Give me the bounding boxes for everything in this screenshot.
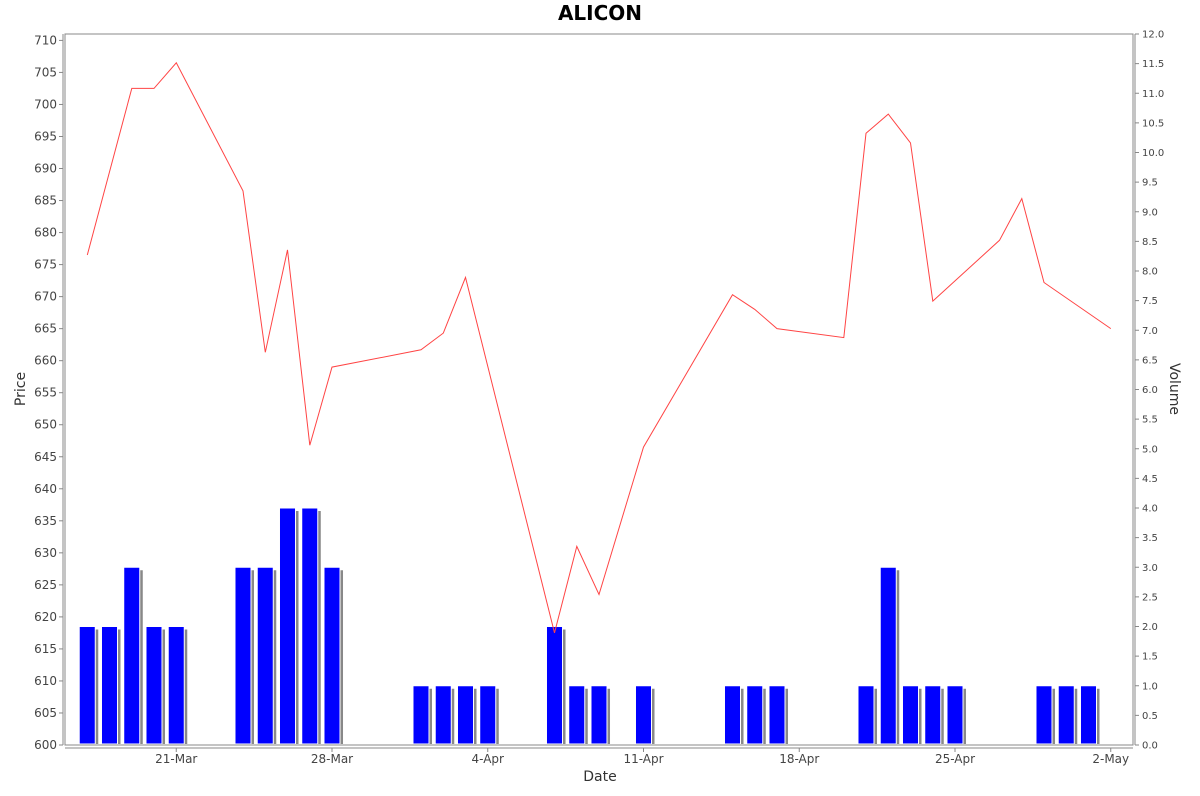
volume-tick-label: 10.0 bbox=[1142, 148, 1164, 159]
volume-tick-label: 3.0 bbox=[1142, 563, 1158, 574]
volume-tick-label: 2.0 bbox=[1142, 622, 1158, 633]
price-tick-label: 685 bbox=[34, 194, 57, 208]
y-axis-label: Price bbox=[13, 372, 29, 406]
volume-bar bbox=[857, 685, 875, 745]
price-line-group bbox=[86, 61, 1112, 634]
volume-tick-label: 6.0 bbox=[1142, 385, 1158, 396]
volume-tick-label: 0.5 bbox=[1142, 711, 1158, 722]
price-tick-label: 670 bbox=[34, 290, 57, 304]
price-tick-label: 640 bbox=[34, 482, 57, 496]
price-tick-label: 690 bbox=[34, 162, 57, 176]
volume-bar bbox=[568, 685, 586, 745]
date-tick-label: 21-Mar bbox=[155, 752, 197, 766]
volume-bar bbox=[256, 566, 274, 745]
volume-tick-label: 4.0 bbox=[1142, 504, 1158, 515]
volume-bar bbox=[323, 566, 341, 745]
volume-tick-label: 5.5 bbox=[1142, 415, 1158, 426]
date-tick-label: 25-Apr bbox=[935, 752, 975, 766]
price-tick-label: 700 bbox=[34, 97, 57, 111]
price-tick-label: 705 bbox=[34, 65, 57, 79]
price-axis: 600 605 610 615 620 625 630 635 640 645 650 655 660 6… bbox=[34, 33, 64, 752]
price-tick-label: 675 bbox=[34, 258, 57, 272]
price-tick-label: 605 bbox=[34, 706, 57, 720]
volume-tick-label: 8.5 bbox=[1142, 237, 1158, 248]
volume-tick-label: 7.0 bbox=[1142, 326, 1158, 337]
volume-bar bbox=[100, 626, 119, 745]
price-tick-label: 665 bbox=[34, 322, 57, 336]
volume-tick-label: 12.0 bbox=[1142, 30, 1164, 41]
volume-tick-label: 8.0 bbox=[1142, 267, 1158, 278]
volume-bar bbox=[1035, 685, 1053, 745]
volume-axis: 0.0 0.5 1.0 1.5 2.0 2.5 3.0 3.5 4.0 4.5 5.0 5.5 6.0 6… bbox=[1134, 30, 1164, 752]
volume-bar bbox=[1079, 685, 1098, 745]
volume-bar bbox=[924, 685, 942, 745]
volume-bar bbox=[768, 685, 786, 745]
volume-tick-label: 3.5 bbox=[1142, 533, 1158, 544]
price-tick-label: 680 bbox=[34, 226, 57, 240]
volume-tick-label: 0.0 bbox=[1142, 741, 1158, 752]
volume-bar bbox=[1057, 685, 1075, 745]
y2-axis-label: Volume bbox=[1166, 363, 1182, 415]
volume-tick-label: 1.0 bbox=[1142, 681, 1158, 692]
volume-tick-label: 11.0 bbox=[1142, 89, 1164, 100]
volume-tick-label: 7.5 bbox=[1142, 296, 1158, 307]
volume-bar bbox=[879, 566, 897, 745]
volume-tick-label: 11.5 bbox=[1142, 59, 1164, 70]
plot-area bbox=[64, 33, 1134, 746]
volume-bar bbox=[634, 685, 653, 745]
price-tick-label: 660 bbox=[34, 354, 57, 368]
chart-title: ALICON bbox=[558, 1, 642, 25]
price-tick-label: 625 bbox=[34, 578, 57, 592]
date-tick-label: 4-Apr bbox=[472, 752, 505, 766]
price-tick-label: 600 bbox=[34, 738, 57, 752]
date-tick-label: 2-May bbox=[1092, 752, 1129, 766]
volume-bar bbox=[434, 685, 452, 745]
date-tick-label: 18-Apr bbox=[779, 752, 819, 766]
volume-bar bbox=[78, 626, 96, 745]
price-line bbox=[86, 61, 1112, 634]
price-tick-label: 610 bbox=[34, 674, 57, 688]
volume-bar bbox=[901, 685, 920, 745]
volume-bar bbox=[946, 685, 964, 745]
volume-bar bbox=[301, 507, 319, 745]
price-tick-label: 620 bbox=[34, 610, 57, 624]
volume-bar bbox=[145, 626, 163, 745]
x-axis-label: Date bbox=[583, 769, 616, 785]
plot-frame bbox=[64, 33, 1134, 746]
price-tick-label: 695 bbox=[34, 129, 57, 143]
price-tick-label: 650 bbox=[34, 418, 57, 432]
volume-tick-label: 10.5 bbox=[1142, 118, 1164, 129]
volume-bar bbox=[234, 566, 252, 745]
volume-bar bbox=[456, 685, 475, 745]
volume-tick-label: 4.5 bbox=[1142, 474, 1158, 485]
volume-bar bbox=[412, 685, 430, 745]
volume-bar bbox=[479, 685, 497, 745]
volume-tick-label: 6.5 bbox=[1142, 355, 1158, 366]
price-tick-label: 655 bbox=[34, 386, 57, 400]
volume-tick-label: 1.5 bbox=[1142, 652, 1158, 663]
volume-tick-label: 2.5 bbox=[1142, 592, 1158, 603]
price-tick-label: 645 bbox=[34, 450, 57, 464]
date-tick-label: 11-Apr bbox=[623, 752, 663, 766]
price-tick-label: 630 bbox=[34, 546, 57, 560]
price-tick-label: 615 bbox=[34, 642, 57, 656]
volume-bar bbox=[123, 566, 141, 745]
volume-bar bbox=[278, 507, 297, 745]
date-axis: 21-Mar 28-Mar 4-Apr 11-Apr 18-Apr 25-Apr 2-May bbox=[65, 747, 1133, 766]
date-tick-label: 28-Mar bbox=[311, 752, 353, 766]
volume-bar bbox=[590, 685, 608, 745]
volume-bar bbox=[723, 685, 742, 745]
price-tick-label: 710 bbox=[34, 33, 57, 47]
volume-bars bbox=[78, 507, 1100, 745]
volume-tick-label: 9.5 bbox=[1142, 178, 1158, 189]
volume-bar bbox=[545, 626, 564, 745]
volume-bar bbox=[746, 685, 764, 745]
volume-tick-label: 9.0 bbox=[1142, 207, 1158, 218]
volume-bar bbox=[167, 626, 185, 745]
price-tick-label: 635 bbox=[34, 514, 57, 528]
volume-tick-label: 5.0 bbox=[1142, 444, 1158, 455]
